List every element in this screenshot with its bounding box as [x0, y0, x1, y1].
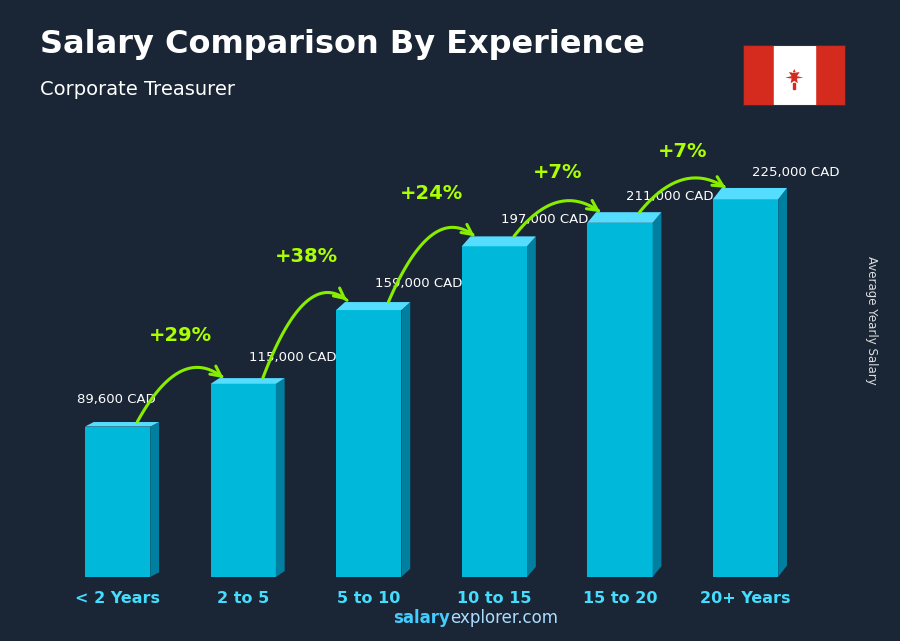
Polygon shape	[462, 237, 536, 246]
Text: salary: salary	[393, 609, 450, 627]
Bar	[773, 45, 815, 106]
Bar	[36, 115, 846, 231]
Text: 211,000 CAD: 211,000 CAD	[626, 190, 714, 203]
Polygon shape	[150, 422, 159, 577]
Polygon shape	[276, 378, 284, 577]
Polygon shape	[336, 302, 410, 310]
Text: Corporate Treasurer: Corporate Treasurer	[40, 80, 236, 99]
Bar	[36, 346, 846, 462]
Text: 159,000 CAD: 159,000 CAD	[375, 277, 463, 290]
Polygon shape	[786, 69, 803, 83]
Bar	[815, 45, 846, 106]
Text: +24%: +24%	[400, 184, 464, 203]
Bar	[588, 223, 652, 577]
Polygon shape	[211, 378, 284, 384]
Bar	[713, 199, 778, 577]
Bar	[462, 246, 527, 577]
Text: Average Yearly Salary: Average Yearly Salary	[865, 256, 878, 385]
Text: +7%: +7%	[658, 142, 707, 161]
Polygon shape	[85, 422, 159, 426]
Bar	[742, 45, 773, 106]
Polygon shape	[652, 212, 662, 577]
Text: 89,600 CAD: 89,600 CAD	[77, 394, 157, 406]
Text: Salary Comparison By Experience: Salary Comparison By Experience	[40, 29, 645, 60]
Text: +29%: +29%	[148, 326, 212, 345]
Text: +38%: +38%	[274, 247, 338, 265]
Bar	[36, 462, 846, 577]
Bar	[36, 231, 846, 346]
Text: explorer.com: explorer.com	[450, 609, 558, 627]
Text: 115,000 CAD: 115,000 CAD	[249, 351, 337, 363]
Text: 225,000 CAD: 225,000 CAD	[752, 166, 840, 179]
Bar	[794, 83, 795, 88]
Polygon shape	[778, 188, 787, 577]
Polygon shape	[588, 212, 662, 223]
Text: +7%: +7%	[533, 163, 582, 182]
Bar	[85, 426, 150, 577]
Polygon shape	[401, 302, 410, 577]
Bar	[336, 310, 401, 577]
Text: 197,000 CAD: 197,000 CAD	[500, 213, 588, 226]
Polygon shape	[713, 188, 787, 199]
Bar	[211, 384, 276, 577]
Polygon shape	[527, 237, 536, 577]
